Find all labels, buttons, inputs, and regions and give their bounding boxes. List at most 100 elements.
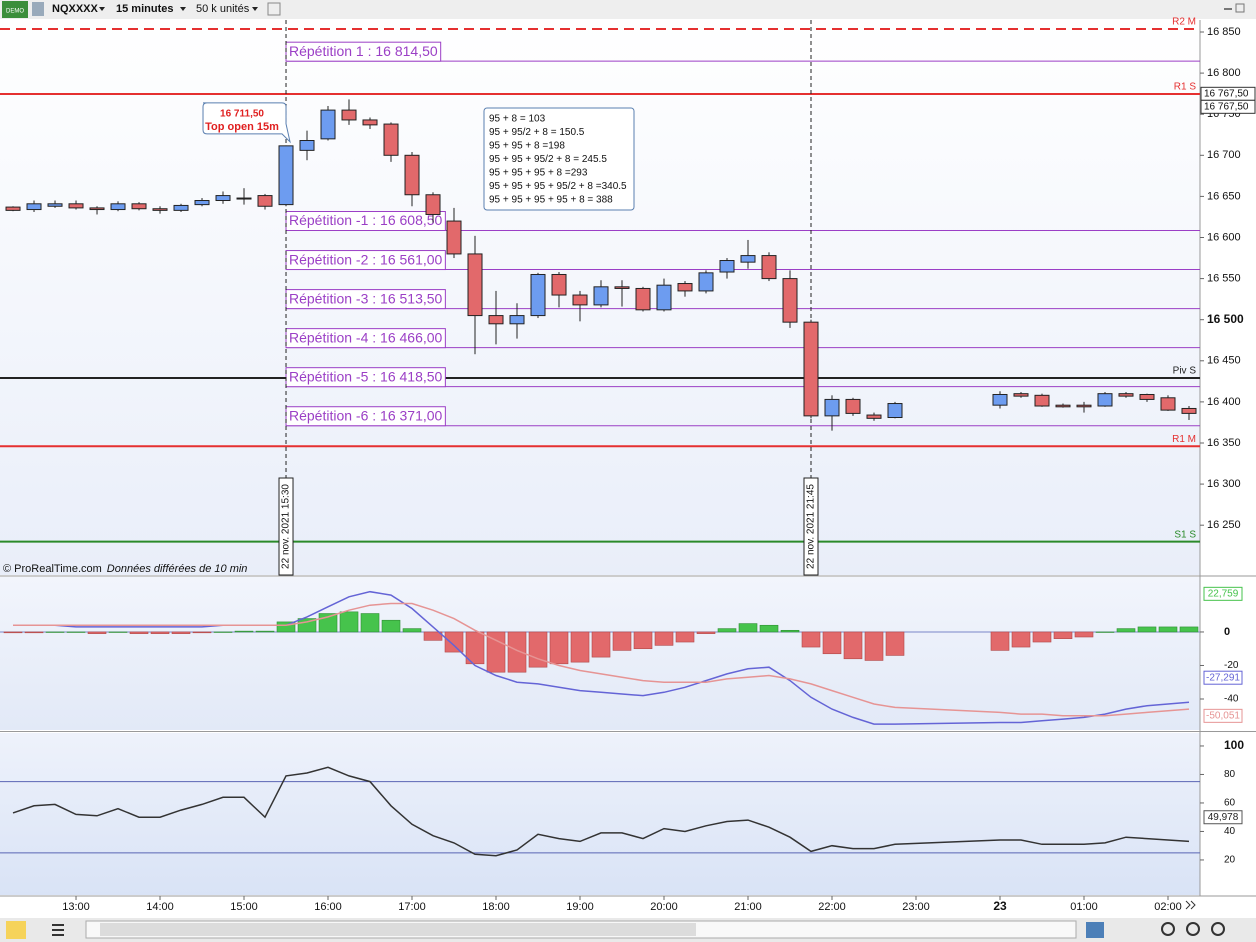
dropdown-arrow — [252, 7, 258, 11]
zoom-in[interactable] — [1211, 922, 1225, 936]
y-tick-label: 40 — [1224, 826, 1236, 837]
candle-body — [593, 286, 609, 306]
histogram-bar — [3, 631, 23, 634]
candle-body — [236, 197, 252, 200]
histogram-bar — [528, 631, 548, 668]
candle-body — [572, 294, 588, 306]
y-tick-label: 16 450 — [1207, 355, 1241, 367]
histogram-bar — [108, 631, 128, 633]
histogram-bar — [381, 619, 401, 633]
histogram-bar — [1158, 626, 1178, 633]
histogram-bar — [822, 631, 842, 655]
candle-body — [383, 123, 399, 156]
y-tick-label: 16 350 — [1207, 437, 1241, 449]
candle-body — [215, 195, 231, 202]
repetition-box — [285, 406, 446, 427]
candle-body — [89, 207, 105, 211]
y-tick-label: 80 — [1224, 769, 1236, 780]
zoom-icon[interactable] — [1161, 922, 1175, 936]
histogram-bar — [654, 631, 674, 646]
price-label-box — [1200, 99, 1256, 114]
candle-body — [1097, 393, 1113, 407]
y-tick-label: 16 850 — [1207, 26, 1241, 38]
level-label: R2 M — [1172, 17, 1196, 28]
note-line: 95 + 95 + 8 =198 — [489, 141, 565, 152]
y-tick-label: 16 250 — [1207, 519, 1241, 531]
candle-body — [299, 140, 315, 151]
y-tick-label: 16 700 — [1207, 149, 1241, 161]
zoom-out[interactable] — [1186, 922, 1200, 936]
y-tick-label: -20 — [1224, 660, 1239, 671]
symbol[interactable]: NQXXXX — [52, 3, 99, 15]
candle-body — [467, 253, 483, 317]
maximize[interactable] — [1235, 3, 1245, 13]
x-tick-label: 18:00 — [482, 901, 510, 913]
histogram-bar — [1074, 631, 1094, 638]
histogram-bar — [990, 631, 1010, 651]
value-label: 22,759 — [1208, 588, 1239, 599]
y-tick-label: 16 650 — [1207, 190, 1241, 202]
time-marker-box — [803, 477, 819, 576]
level-label: R1 M — [1172, 434, 1196, 445]
candle-body — [677, 283, 693, 292]
y-tick-label: 60 — [1224, 798, 1236, 809]
minimize[interactable] — [1224, 8, 1232, 10]
histogram-bar — [24, 631, 44, 634]
histogram-bar — [759, 624, 779, 633]
histogram-bar — [1095, 631, 1115, 633]
candle-body — [26, 203, 42, 211]
scroll-right[interactable] — [1185, 900, 1196, 910]
demo-badge[interactable] — [2, 1, 28, 18]
candle-body — [362, 119, 378, 126]
x-tick-label: 21:00 — [734, 901, 762, 913]
annotation-text: Top open 15m — [205, 121, 279, 133]
candle-body — [866, 414, 882, 419]
price-label: 16 767,50 — [1204, 88, 1249, 99]
time-marker-label: 22 nov. 2021 15:30 — [281, 484, 292, 569]
y-tick-label: 16 550 — [1207, 273, 1241, 285]
timeframe[interactable]: 15 minutes — [116, 3, 173, 15]
candle-body — [5, 206, 21, 211]
histogram-bar — [1032, 631, 1052, 643]
menu-icon — [52, 929, 64, 931]
icon[interactable] — [32, 2, 44, 16]
x-tick-label: 19:00 — [566, 901, 594, 913]
histogram-bar — [192, 631, 212, 634]
candle-body — [110, 203, 126, 211]
x-tick-label: 20:00 — [650, 901, 678, 913]
dropdown-arrow — [99, 7, 105, 11]
candle-body — [845, 398, 861, 414]
histogram-bar — [276, 621, 296, 633]
value-label-box — [1203, 708, 1243, 723]
histogram-bar — [255, 630, 275, 633]
histogram-bar — [633, 631, 653, 650]
candle-body — [1034, 394, 1050, 407]
candle-body — [404, 154, 420, 196]
y-tick-label: 16 400 — [1207, 396, 1241, 408]
x-tick-label: 23:00 — [902, 901, 930, 913]
candle-body — [803, 321, 819, 417]
value-label-box — [1203, 810, 1243, 825]
repetition-label: Répétition 1 : 16 814,50 — [289, 43, 438, 59]
menu-icon[interactable] — [52, 924, 64, 926]
candle-body — [320, 109, 336, 140]
candle-body — [1055, 404, 1071, 408]
tool-icon[interactable] — [1086, 922, 1104, 938]
value-label: -50,051 — [1206, 710, 1240, 721]
level-label: S1 S — [1174, 529, 1196, 540]
histogram-bar — [801, 631, 821, 648]
units[interactable]: 50 k unités — [196, 3, 250, 15]
histogram-bar — [465, 631, 485, 665]
menu-icon — [52, 934, 64, 936]
histogram-bar — [1011, 631, 1031, 648]
toolbar — [0, 0, 1256, 19]
draw-tool[interactable] — [6, 921, 26, 939]
candle-body — [740, 255, 756, 263]
histogram-bar — [66, 631, 86, 633]
histogram-bar — [171, 631, 191, 634]
scroll-thumb[interactable] — [100, 923, 696, 936]
info-button[interactable] — [267, 2, 281, 16]
y-tick-label: 16 600 — [1207, 231, 1241, 243]
histogram-bar — [1053, 631, 1073, 639]
candle-body — [341, 109, 357, 121]
